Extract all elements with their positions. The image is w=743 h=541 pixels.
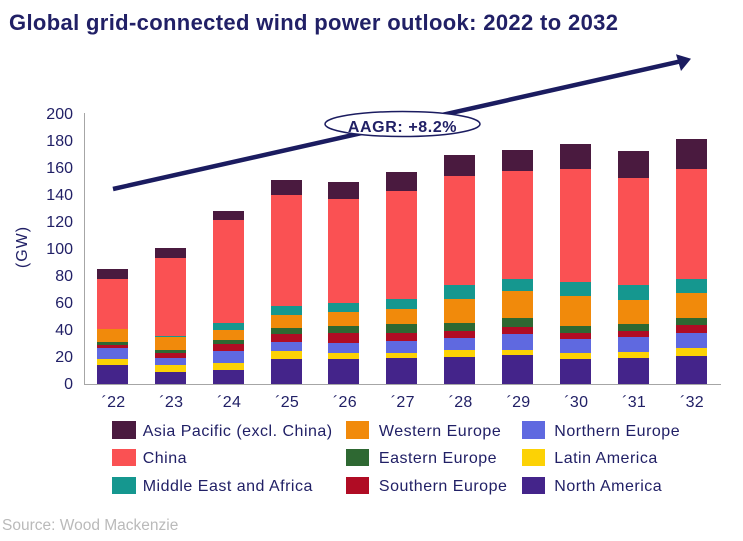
svg-text:AAGR: +8.2%: AAGR: +8.2% [348, 119, 457, 136]
